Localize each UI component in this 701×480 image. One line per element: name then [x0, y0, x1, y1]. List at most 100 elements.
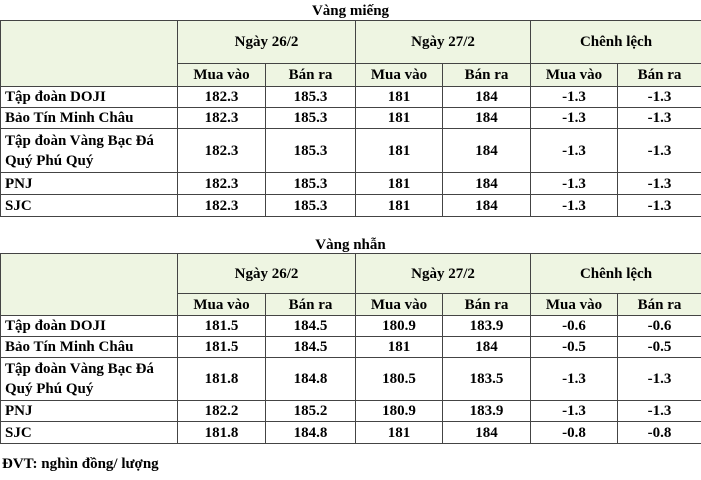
price-cell: 184 [442, 194, 531, 217]
price-cell: -1.3 [530, 400, 618, 422]
group-header: Ngày 26/2 [177, 20, 356, 64]
price-cell: -1.3 [617, 128, 701, 173]
company-name: Tập đoàn DOJI [0, 315, 178, 337]
company-name: Tập đoàn DOJI [0, 86, 178, 108]
group-header: Chênh lệch [530, 253, 701, 294]
group-header: Chênh lệch [530, 20, 701, 64]
company-name: Tập đoàn Vàng Bạc Đá Quý Phú Quý [0, 128, 178, 173]
price-cell: 184.5 [265, 336, 356, 358]
price-cell: 182.3 [177, 194, 266, 217]
group-header: Ngày 27/2 [355, 253, 531, 294]
price-cell: 180.9 [355, 400, 443, 422]
price-cell: 185.3 [265, 172, 356, 195]
company-name: PNJ [0, 400, 178, 422]
subheader: Mua vào [355, 293, 443, 316]
price-table: Ngày 26/2 Ngày 27/2 Chênh lệch Mua vào Bán r… [0, 253, 701, 444]
data-row: Bảo Tín Minh Châu 181.5 184.5 181 184 -0.5 -0.… [0, 336, 701, 358]
company-name: SJC [0, 194, 178, 217]
data-row: Tập đoàn Vàng Bạc Đá Quý Phú Quý 182.3 185… [0, 128, 701, 173]
group-header: Ngày 27/2 [355, 20, 531, 64]
table-title: Vàng miếng [311, 3, 390, 19]
price-cell: 182.3 [177, 107, 266, 129]
footer-note: ĐVT: nghìn đồng/ lượng [2, 456, 159, 472]
data-row: Tập đoàn DOJI 182.3 185.3 181 184 -1.3 -1.3 [0, 86, 701, 108]
subheader: Mua vào [355, 63, 443, 87]
data-row: SJC 182.3 185.3 181 184 -1.3 -1.3 [0, 194, 701, 217]
header-row: Ngày 26/2 Ngày 27/2 Chênh lệch [0, 253, 701, 316]
subheader-row: Mua vào Bán ra Mua vào Bán ra Mua vào Bán ra [1, 63, 701, 87]
price-cell: 181 [355, 421, 443, 444]
subheader: Bán ra [617, 63, 701, 87]
price-cell: 184.5 [265, 315, 356, 337]
price-cell: 183.5 [442, 357, 531, 401]
price-cell: 184.8 [265, 357, 356, 401]
price-cell: 184.8 [265, 421, 356, 444]
price-cell: 182.3 [177, 128, 266, 173]
price-cell: -1.3 [617, 357, 701, 401]
price-cell: 185.3 [265, 194, 356, 217]
price-cell: -1.3 [617, 86, 701, 108]
price-cell: 185.3 [265, 107, 356, 129]
corner-cell [0, 253, 178, 316]
price-cell: -0.5 [617, 336, 701, 358]
company-name: Bảo Tín Minh Châu [0, 107, 178, 129]
price-cell: 184 [442, 421, 531, 444]
price-cell: -1.3 [530, 172, 618, 195]
data-row: Bảo Tín Minh Châu 182.3 185.3 181 184 -1.3 -1.… [0, 107, 701, 129]
price-cell: 182.2 [177, 400, 266, 422]
price-cell: 181 [355, 172, 443, 195]
price-cell: 181 [355, 107, 443, 129]
group-header: Ngày 26/2 [177, 253, 356, 294]
price-cell: -1.3 [617, 400, 701, 422]
price-cell: 184 [442, 107, 531, 129]
subheader: Mua vào [530, 63, 618, 87]
subheader: Bán ra [265, 293, 356, 316]
company-name: SJC [0, 421, 178, 444]
price-cell: -0.6 [530, 315, 618, 337]
company-name: Tập đoàn Vàng Bạc Đá Quý Phú Quý [0, 357, 178, 401]
price-cell: 185.3 [265, 86, 356, 108]
subheader: Bán ra [265, 63, 356, 87]
subheader: Mua vào [177, 293, 266, 316]
price-cell: 181 [355, 86, 443, 108]
price-cell: 184 [442, 128, 531, 173]
price-cell: 184 [442, 86, 531, 108]
header-row: Ngày 26/2 Ngày 27/2 Chênh lệch [0, 20, 701, 87]
price-cell: 181 [355, 128, 443, 173]
price-cell: -0.8 [530, 421, 618, 444]
price-cell: -1.3 [530, 357, 618, 401]
price-cell: -0.5 [530, 336, 618, 358]
price-cell: 185.3 [265, 128, 356, 173]
price-cell: 182.3 [177, 86, 266, 108]
company-name: PNJ [0, 172, 178, 195]
price-cell: 180.9 [355, 315, 443, 337]
price-cell: 184 [442, 172, 531, 195]
price-cell: 181.8 [177, 357, 266, 401]
price-cell: 184 [442, 336, 531, 358]
data-row: Tập đoàn DOJI 181.5 184.5 180.9 183.9 -0.6 -0.… [0, 315, 701, 337]
data-row: PNJ 182.2 185.2 180.9 183.9 -1.3 -1.3 [0, 400, 701, 422]
price-cell: 181.5 [177, 336, 266, 358]
price-cell: 181.8 [177, 421, 266, 444]
subheader: Bán ra [442, 293, 531, 316]
price-cell: -1.3 [530, 86, 618, 108]
price-cell: -1.3 [617, 107, 701, 129]
price-cell: 182.3 [177, 172, 266, 195]
subheader: Bán ra [442, 63, 531, 87]
subheader: Mua vào [530, 293, 618, 316]
price-cell: -1.3 [617, 172, 701, 195]
price-cell: -0.8 [617, 421, 701, 444]
price-cell: 185.2 [265, 400, 356, 422]
price-cell: 181.5 [177, 315, 266, 337]
price-cell: -1.3 [530, 128, 618, 173]
company-name: Bảo Tín Minh Châu [0, 336, 178, 358]
subheader-row: Mua vào Bán ra Mua vào Bán ra Mua vào Bán ra [1, 293, 701, 316]
subheader: Bán ra [617, 293, 701, 316]
price-cell: 180.5 [355, 357, 443, 401]
price-cell: 183.9 [442, 400, 531, 422]
table-title: Vàng nhẫn [315, 237, 386, 253]
price-cell: 181 [355, 194, 443, 217]
price-cell: -1.3 [530, 194, 618, 217]
price-cell: 183.9 [442, 315, 531, 337]
